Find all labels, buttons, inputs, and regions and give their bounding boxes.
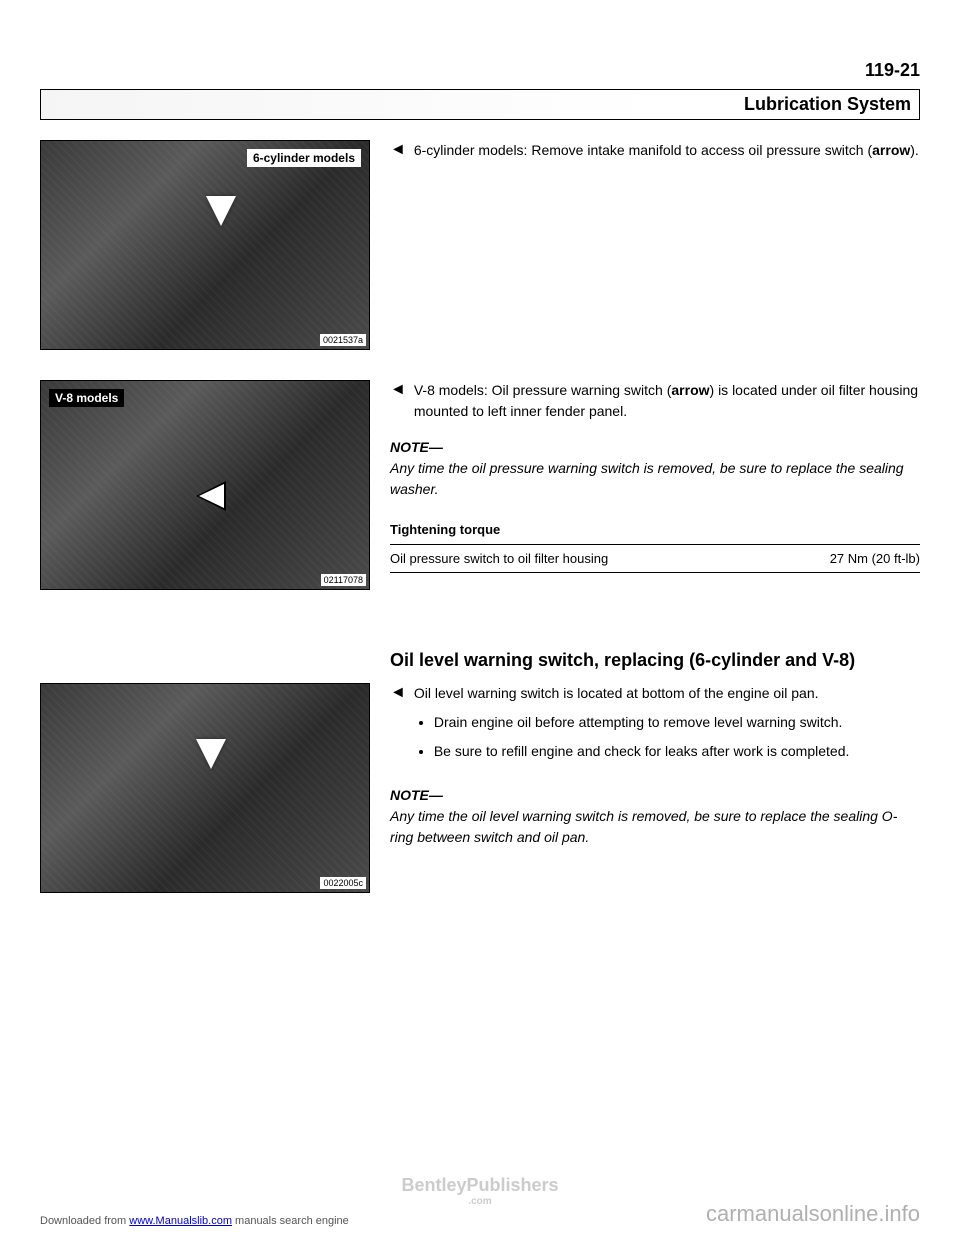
content-block-2: V-8 models 02117078 ◄ V-8 models: Oil pr… — [40, 380, 920, 590]
note-text: Any time the oil level warning switch is… — [390, 806, 920, 848]
image-code: 0022005c — [320, 877, 366, 889]
footer-watermark: BentleyPublishers .com — [401, 1175, 558, 1207]
note-text: Any time the oil pressure warning switch… — [390, 458, 920, 500]
torque-desc: Oil pressure switch to oil filter housin… — [390, 549, 608, 569]
note-label: NOTE— — [390, 437, 920, 458]
chevron-icon: ◄ — [390, 380, 406, 399]
note-label: NOTE— — [390, 785, 920, 806]
arrow-indicator-icon — [206, 196, 236, 226]
image-code: 0021537a — [320, 334, 366, 346]
section-title: Lubrication System — [744, 94, 911, 114]
instruction-text: Oil level warning switch is located at b… — [414, 683, 850, 770]
bullet-item: Be sure to refill engine and check for l… — [434, 741, 850, 762]
arrow-indicator-icon — [196, 739, 226, 769]
subsection-heading: Oil level warning switch, replacing (6-c… — [390, 650, 920, 671]
footer-left: Downloaded from www.Manualslib.com manua… — [40, 1215, 349, 1227]
manualslib-link[interactable]: www.Manualslib.com — [129, 1215, 232, 1227]
image-code: 02117078 — [321, 574, 366, 586]
image-label-6cyl: 6-cylinder models — [247, 149, 361, 167]
text-block-1: ◄ 6-cylinder models: Remove intake manif… — [390, 140, 920, 176]
chevron-icon: ◄ — [390, 683, 406, 702]
torque-value: 27 Nm (20 ft-lb) — [830, 549, 920, 569]
page-header: 119-21 — [40, 60, 920, 81]
text-block-3: ◄ Oil level warning switch is located at… — [390, 683, 920, 863]
footer-right-watermark: carmanualsonline.info — [706, 1201, 920, 1227]
torque-row: Oil pressure switch to oil filter housin… — [390, 549, 920, 574]
instruction-text: V-8 models: Oil pressure warning switch … — [414, 380, 920, 422]
content-block-1: 6-cylinder models 0021537a ◄ 6-cylinder … — [40, 140, 920, 350]
page-footer: Downloaded from www.Manualslib.com manua… — [0, 1201, 960, 1227]
engine-photo-v8: V-8 models 02117078 — [40, 380, 370, 590]
text-block-2: ◄ V-8 models: Oil pressure warning switc… — [390, 380, 920, 573]
bullet-item: Drain engine oil before attempting to re… — [434, 712, 850, 733]
chevron-icon: ◄ — [390, 140, 406, 159]
image-label-v8: V-8 models — [49, 389, 124, 407]
page-number: 119-21 — [865, 60, 920, 80]
content-block-3: 0022005c ◄ Oil level warning switch is l… — [40, 683, 920, 893]
torque-header: Tightening torque — [390, 520, 920, 545]
section-title-box: Lubrication System — [40, 89, 920, 120]
engine-photo-6cyl: 6-cylinder models 0021537a — [40, 140, 370, 350]
arrow-indicator-icon — [196, 481, 226, 511]
engine-photo-oil-pan: 0022005c — [40, 683, 370, 893]
instruction-text: 6-cylinder models: Remove intake manifol… — [414, 140, 919, 161]
bullet-list: Drain engine oil before attempting to re… — [434, 712, 850, 762]
